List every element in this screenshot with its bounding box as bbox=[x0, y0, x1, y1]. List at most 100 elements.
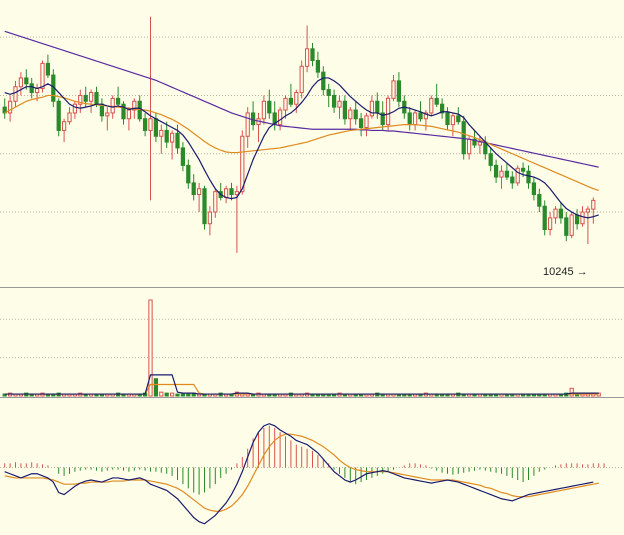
candle-body bbox=[202, 188, 207, 225]
ma-mid-line bbox=[4, 94, 599, 192]
candle-body bbox=[18, 77, 24, 88]
candle-body bbox=[520, 167, 526, 172]
candle-body bbox=[283, 97, 288, 111]
candle-body bbox=[364, 115, 369, 129]
candle-body bbox=[277, 109, 283, 126]
candle-body bbox=[61, 121, 67, 131]
candle-body bbox=[88, 92, 94, 102]
candle-body bbox=[223, 188, 229, 198]
volume-bar bbox=[153, 378, 159, 397]
ma-long-line bbox=[4, 30, 599, 168]
candle-body bbox=[423, 112, 429, 120]
candle-body bbox=[380, 112, 385, 126]
candle-body bbox=[78, 94, 83, 105]
candle-body bbox=[531, 182, 537, 196]
candle-body bbox=[207, 211, 213, 225]
candle-body bbox=[429, 97, 434, 114]
candle-body bbox=[385, 97, 391, 126]
candle-body bbox=[526, 170, 531, 184]
volume-ma1-line bbox=[4, 374, 599, 395]
candle-body bbox=[574, 214, 580, 225]
candle-body bbox=[456, 115, 461, 123]
candle-body bbox=[488, 153, 493, 166]
candle-body bbox=[337, 100, 342, 108]
candle-body bbox=[245, 112, 250, 137]
candle-body bbox=[342, 100, 348, 120]
candle-body bbox=[180, 147, 186, 166]
candle-body bbox=[234, 191, 240, 196]
candle-body bbox=[585, 208, 591, 213]
candle-body bbox=[175, 132, 180, 149]
candle-body bbox=[229, 188, 234, 196]
candle-body bbox=[558, 208, 564, 219]
candle-body bbox=[56, 100, 61, 131]
candle-body bbox=[315, 59, 321, 73]
price-low-label-arrow: → bbox=[574, 266, 588, 278]
candle-body bbox=[148, 118, 153, 131]
candle-body bbox=[121, 103, 126, 120]
candle-body bbox=[461, 121, 466, 155]
volume-bar bbox=[164, 392, 169, 397]
candle-body bbox=[45, 62, 51, 76]
candle-body bbox=[213, 191, 218, 213]
candle-body bbox=[553, 208, 558, 219]
candle-body bbox=[412, 112, 418, 126]
candle-body bbox=[240, 135, 245, 193]
candle-body bbox=[261, 100, 267, 120]
volume-bar bbox=[186, 393, 191, 397]
candle-body bbox=[515, 167, 520, 184]
candle-body bbox=[110, 97, 115, 114]
candle-body bbox=[369, 100, 375, 117]
price-low-label-value: 10245 bbox=[543, 266, 574, 278]
candle-body bbox=[499, 170, 504, 178]
candle-body bbox=[477, 141, 483, 146]
candle-body bbox=[358, 118, 364, 129]
candle-body bbox=[7, 100, 13, 114]
candle-body bbox=[169, 132, 175, 143]
candle-body bbox=[450, 115, 456, 126]
candle-body bbox=[445, 112, 450, 126]
price-low-label: 10245 → bbox=[543, 266, 588, 278]
candle-body bbox=[24, 77, 29, 85]
candle-body bbox=[115, 97, 121, 105]
candle-body bbox=[132, 100, 137, 111]
candle-body bbox=[396, 80, 402, 102]
candle-body bbox=[407, 112, 412, 126]
volume-panel bbox=[0, 299, 624, 397]
candle-body bbox=[353, 109, 358, 120]
candle-body bbox=[493, 164, 499, 178]
volume-bar bbox=[159, 391, 164, 397]
candle-body bbox=[153, 118, 159, 137]
candle-body bbox=[13, 86, 18, 102]
candle-body bbox=[564, 217, 569, 236]
candle-body bbox=[547, 217, 553, 231]
candle-body bbox=[434, 97, 439, 105]
candle-body bbox=[321, 71, 326, 91]
candle-body bbox=[472, 138, 477, 146]
candle-body bbox=[299, 65, 304, 94]
candle-body bbox=[591, 199, 596, 210]
candle-body bbox=[83, 94, 88, 102]
volume-bar bbox=[169, 392, 175, 397]
candle-body bbox=[310, 48, 315, 61]
macd-panel bbox=[0, 423, 624, 525]
candle-body bbox=[196, 188, 202, 196]
candle-body bbox=[142, 118, 148, 131]
candle-body bbox=[294, 92, 299, 105]
candle-body bbox=[94, 92, 99, 105]
candle-body bbox=[504, 170, 510, 178]
candle-body bbox=[537, 194, 542, 207]
candle-body bbox=[542, 205, 547, 231]
candle-body bbox=[164, 129, 169, 143]
candle-body bbox=[40, 62, 45, 89]
candle-body bbox=[348, 109, 353, 120]
candle-body bbox=[105, 112, 110, 117]
macd-dea-line bbox=[4, 433, 599, 512]
candle-body bbox=[304, 48, 310, 67]
candle-body bbox=[126, 109, 132, 120]
candle-body bbox=[29, 83, 34, 94]
candle-body bbox=[288, 97, 294, 105]
candle-body bbox=[466, 138, 472, 155]
